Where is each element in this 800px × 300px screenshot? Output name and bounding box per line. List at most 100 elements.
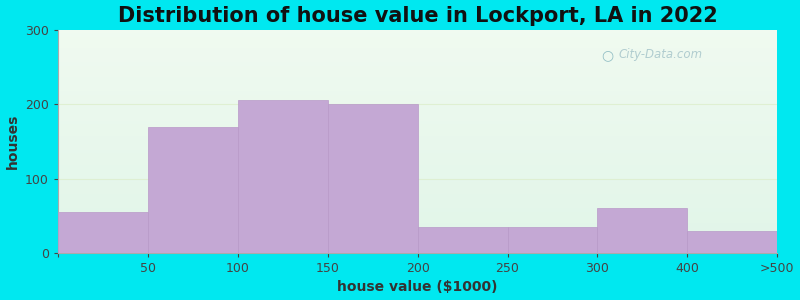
Bar: [58, 185, 777, 186]
Bar: [58, 195, 777, 196]
Bar: [58, 61, 777, 62]
Bar: [58, 116, 777, 117]
Bar: [58, 206, 777, 207]
Bar: [58, 216, 777, 217]
Bar: [58, 42, 777, 43]
Bar: [58, 202, 777, 203]
Bar: [58, 150, 777, 152]
X-axis label: house value ($1000): house value ($1000): [338, 280, 498, 294]
Bar: [58, 167, 777, 168]
Bar: [58, 166, 777, 167]
Bar: [58, 233, 777, 234]
Bar: [58, 62, 777, 63]
Bar: [58, 103, 777, 105]
Bar: [58, 59, 777, 60]
Bar: [58, 176, 777, 177]
Bar: [58, 188, 777, 189]
Y-axis label: houses: houses: [6, 114, 19, 169]
Bar: [598, 208, 687, 253]
Text: City-Data.com: City-Data.com: [619, 48, 703, 61]
Bar: [58, 232, 777, 233]
Bar: [58, 203, 777, 204]
Bar: [58, 91, 777, 92]
Bar: [58, 66, 777, 67]
Bar: [58, 90, 777, 91]
Bar: [58, 198, 777, 199]
Bar: [58, 230, 777, 231]
Bar: [58, 107, 777, 108]
Bar: [58, 48, 777, 49]
Bar: [58, 137, 777, 138]
Bar: [58, 157, 777, 158]
Bar: [58, 214, 777, 215]
Text: ○: ○: [601, 48, 613, 62]
Bar: [58, 191, 777, 193]
Bar: [58, 93, 777, 94]
Bar: [58, 145, 777, 146]
Bar: [58, 38, 777, 39]
Bar: [58, 158, 777, 159]
Bar: [58, 97, 777, 98]
Bar: [58, 178, 777, 179]
Bar: [58, 64, 777, 66]
Bar: [58, 46, 777, 48]
Bar: [58, 239, 777, 241]
Bar: [58, 172, 777, 174]
Bar: [58, 77, 777, 78]
Bar: [58, 183, 777, 184]
Bar: [58, 100, 777, 101]
Bar: [58, 130, 777, 131]
Bar: [58, 106, 777, 107]
Bar: [58, 102, 777, 104]
Bar: [58, 179, 777, 180]
Bar: [58, 69, 777, 70]
Bar: [58, 57, 777, 58]
Bar: [58, 250, 777, 252]
Bar: [58, 159, 777, 160]
Bar: [58, 234, 777, 235]
Bar: [58, 99, 777, 100]
Bar: [58, 40, 777, 41]
Bar: [58, 120, 777, 121]
Bar: [58, 37, 777, 38]
Bar: [58, 92, 777, 93]
Bar: [58, 74, 777, 76]
Bar: [58, 218, 777, 219]
Bar: [58, 248, 777, 250]
Bar: [58, 197, 777, 198]
Bar: [58, 205, 777, 206]
Bar: [58, 136, 777, 137]
Bar: [58, 237, 777, 238]
Bar: [58, 252, 777, 253]
Bar: [58, 228, 777, 230]
Bar: [58, 54, 777, 56]
Bar: [58, 169, 777, 170]
Bar: [58, 208, 777, 209]
Bar: [58, 94, 777, 96]
Bar: [58, 85, 777, 86]
Bar: [58, 131, 777, 133]
Bar: [58, 165, 777, 166]
Bar: [58, 105, 777, 106]
Bar: [58, 89, 777, 90]
Bar: [58, 196, 777, 197]
Title: Distribution of house value in Lockport, LA in 2022: Distribution of house value in Lockport,…: [118, 6, 718, 26]
Bar: [58, 241, 777, 242]
Bar: [58, 161, 777, 163]
Bar: [58, 108, 777, 109]
Bar: [58, 182, 777, 183]
Bar: [58, 32, 777, 33]
Bar: [58, 175, 777, 176]
Bar: [58, 174, 777, 175]
Bar: [58, 83, 777, 85]
Bar: [58, 222, 777, 223]
Bar: [58, 247, 777, 248]
Bar: [58, 139, 777, 140]
Bar: [58, 243, 777, 244]
Bar: [58, 189, 777, 190]
Bar: [58, 200, 777, 202]
Bar: [58, 204, 777, 205]
Bar: [58, 138, 777, 139]
Bar: [58, 217, 777, 218]
Bar: [58, 81, 777, 82]
